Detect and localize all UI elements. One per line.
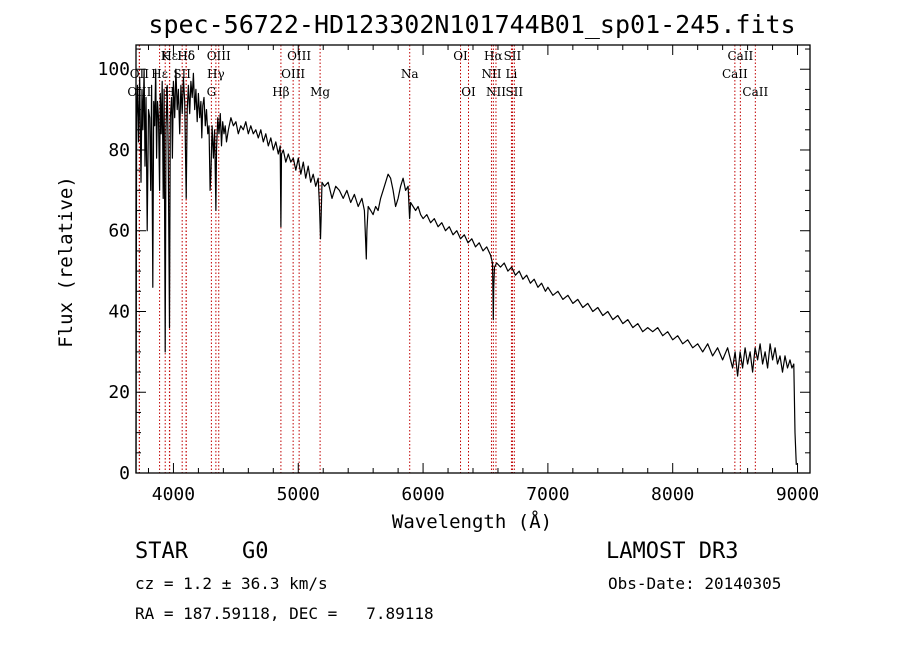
redshift-text: cz = 1.2 ± 36.3 km/s: [135, 574, 328, 593]
line-label-20: SII: [504, 49, 522, 63]
line-label-15: Mg: [310, 85, 330, 99]
flux-spectrum-line: [135, 68, 797, 474]
line-label-6: SII: [173, 67, 191, 81]
line-label-14: OIII: [281, 67, 305, 81]
x-tick-label-2: 6000: [401, 484, 444, 505]
obs-date: Obs-Date: 20140305: [608, 574, 781, 593]
line-label-9: OIII: [207, 49, 231, 63]
spectral-line-markers: [138, 45, 756, 473]
line-label-25: CaII: [727, 49, 753, 63]
line-label-17: OI: [453, 49, 468, 63]
line-label-12: Hβ: [272, 85, 289, 99]
line-label-16: Na: [401, 67, 419, 81]
line-label-23: NII: [486, 85, 506, 99]
object-class: STAR: [135, 539, 189, 564]
x-tick-label-1: 5000: [277, 484, 320, 505]
y-axis-label: Flux (relative): [55, 176, 77, 348]
line-label-11: G: [207, 85, 217, 99]
x-axis-label: Wavelength (Å): [392, 510, 552, 533]
x-tick-label-5: 9000: [776, 484, 819, 505]
x-tick-label-4: 8000: [651, 484, 694, 505]
y-tick-label-4: 80: [108, 140, 130, 161]
line-label-3: Hδ: [177, 49, 195, 63]
line-label-0: Hδ: [177, 49, 195, 63]
line-label-1: K: [161, 49, 171, 63]
line-label-5: Hε: [151, 67, 168, 81]
line-label-18: OI: [461, 85, 476, 99]
y-tick-label-0: 0: [119, 463, 130, 484]
survey-name: LAMOST DR3: [606, 539, 738, 564]
line-label-21: NII: [481, 67, 501, 81]
coordinates: RA = 187.59118, DEC = 7.89118: [135, 604, 434, 623]
line-label-22: Li: [506, 67, 518, 81]
y-tick-label-1: 20: [108, 382, 130, 403]
y-tick-label-5: 100: [97, 59, 130, 80]
line-label-19: Hα: [484, 49, 503, 63]
x-tick-label-3: 7000: [526, 484, 569, 505]
y-tick-label-2: 40: [108, 301, 130, 322]
line-label-24: SII: [505, 85, 523, 99]
x-tick-label-0: 4000: [152, 484, 195, 505]
line-label-26: CaII: [722, 67, 748, 81]
plot-frame: [135, 44, 811, 474]
x-axis-ticks: 4000 5000 6000 7000 8000 9000: [147, 45, 819, 505]
chart-title: spec-56722-HD123302N101744B01_sp01-245.f…: [148, 10, 795, 39]
y-axis-ticks: 0 20 40 60 80 100: [97, 48, 810, 484]
line-label-8: H: [164, 85, 174, 99]
line-label-13: OIII: [287, 49, 311, 63]
object-subclass: G0: [242, 539, 269, 564]
line-label-2: Hε: [161, 49, 178, 63]
line-label-27: CaII: [742, 85, 768, 99]
y-tick-label-3: 60: [108, 221, 130, 242]
line-label-10: Hγ: [207, 67, 225, 81]
